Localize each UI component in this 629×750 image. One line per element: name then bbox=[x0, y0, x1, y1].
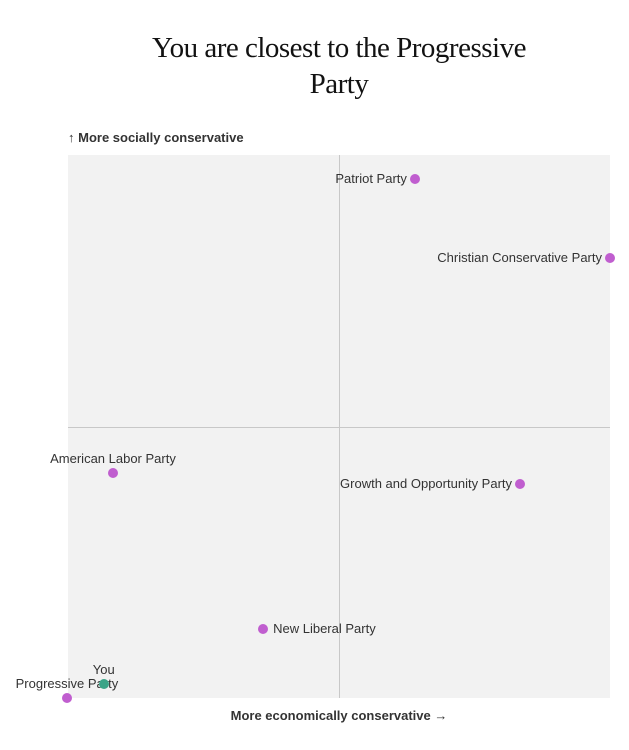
horizontal-gridline bbox=[68, 426, 610, 428]
page-title: You are closest to the Progressive Party bbox=[68, 30, 610, 102]
chart-area bbox=[68, 155, 610, 698]
x-axis-label: More economically conservative → bbox=[230, 708, 448, 723]
page-title-line2: Party bbox=[309, 68, 369, 100]
y-axis-label: ↑ More socially conservative bbox=[68, 130, 244, 145]
page-title-line1: You are closest to the Progressive bbox=[152, 32, 526, 64]
